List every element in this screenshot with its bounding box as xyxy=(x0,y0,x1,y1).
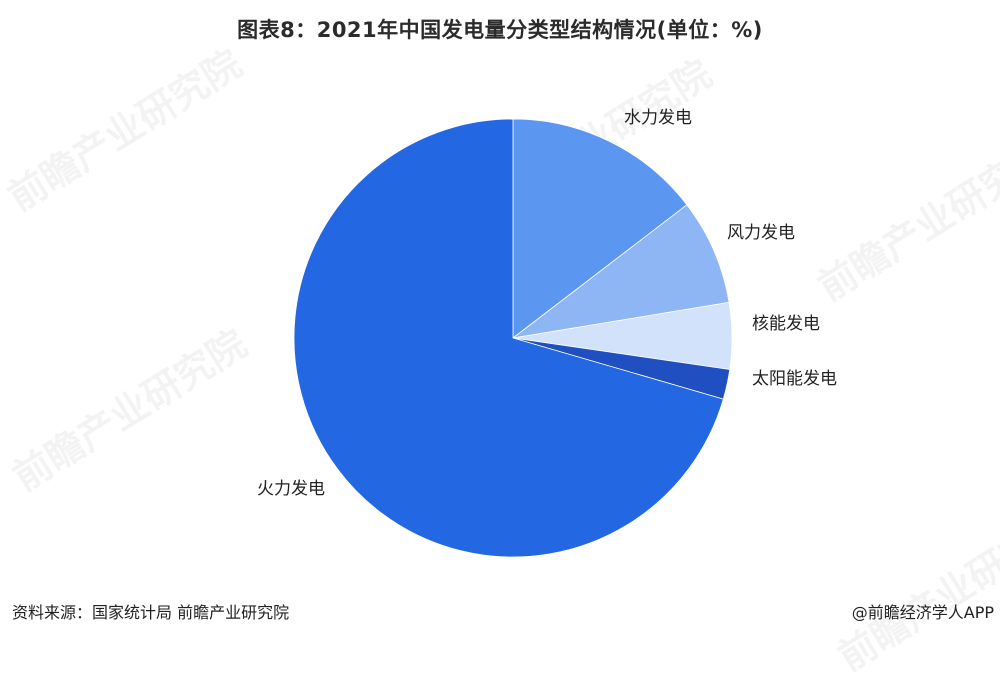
slice-label: 火力发电 xyxy=(257,479,325,499)
pie-slice xyxy=(293,118,724,558)
slice-label: 核能发电 xyxy=(752,314,820,334)
pie-slice xyxy=(512,118,688,339)
slice-label: 风力发电 xyxy=(727,223,795,243)
slice-label: 太阳能发电 xyxy=(752,369,837,389)
slice-label: 水力发电 xyxy=(624,108,692,128)
credit-note: @前瞻经济学人APP xyxy=(851,603,994,622)
source-note: 资料来源：国家统计局 前瞻产业研究院 xyxy=(12,603,290,622)
pie-slice xyxy=(512,204,730,339)
chart-title: 图表8：2021年中国发电量分类型结构情况(单位：%) xyxy=(237,18,763,42)
